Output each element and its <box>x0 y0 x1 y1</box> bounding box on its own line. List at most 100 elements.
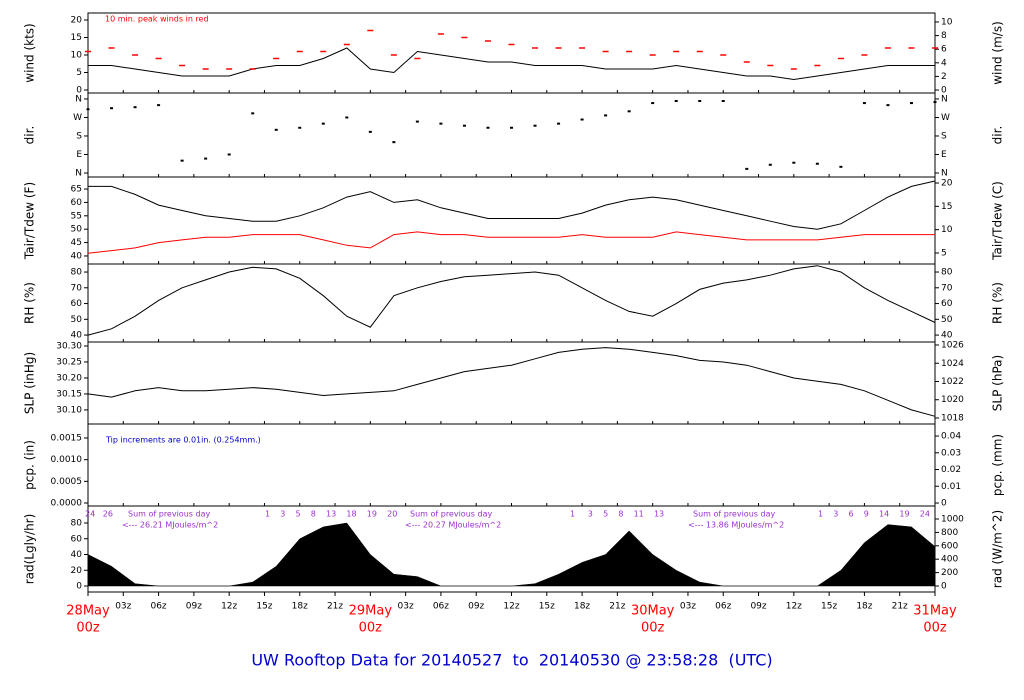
y-tick-label: 5 <box>76 68 82 78</box>
y-tick-label: 65 <box>71 185 82 195</box>
dir-dot <box>510 126 513 129</box>
dir-dot <box>298 126 302 129</box>
y-axis-label: pcp. (in) <box>23 440 37 490</box>
dir-dot <box>415 120 419 123</box>
dir-dot <box>792 161 796 164</box>
annotation: <--- 26.21 MJoules/m^2 <box>122 521 218 530</box>
y2-axis-label: rad (W/m^2) <box>991 510 1005 588</box>
y2-tick-label: 0.01 <box>941 482 961 492</box>
y-tick-label: 10 <box>71 50 83 60</box>
y2-axis-label: Tair/Tdew (C) <box>991 181 1005 261</box>
y-tick-label: E <box>76 150 82 160</box>
dir-dot <box>604 114 608 117</box>
series-line <box>87 231 935 254</box>
chart-title: UW Rooftop Data for 20140527 to 20140530… <box>251 651 772 670</box>
y-tick-label: 30.10 <box>56 405 82 415</box>
y-tick-label: 0.0010 <box>51 455 83 465</box>
annotation: Tip increments are 0.01in. (0.254mm.) <box>105 436 261 445</box>
y2-tick-label: N <box>941 94 948 104</box>
dir-dot <box>745 167 749 170</box>
y2-tick-label: 2 <box>941 72 947 82</box>
x-day-sublabel: 00z <box>923 621 947 636</box>
x-tick-label: 21z <box>892 602 908 612</box>
y-axis-label: Tair/Tdew (F) <box>23 182 37 260</box>
dir-dot <box>886 104 890 107</box>
dir-dot <box>133 106 137 109</box>
y2-tick-label: 0.04 <box>941 432 961 442</box>
y-tick-label: 20 <box>71 15 83 25</box>
dir-dot <box>933 101 937 104</box>
y2-tick-label: 200 <box>941 568 958 578</box>
x-tick-label: 15z <box>821 602 837 612</box>
dir-dot <box>651 102 655 105</box>
x-day-sublabel: 00z <box>641 621 665 636</box>
series-line <box>87 265 936 336</box>
y-tick-label: W <box>73 113 82 123</box>
y-tick-label: 80 <box>71 519 83 529</box>
y-tick-label: S <box>76 131 82 141</box>
y2-tick-label: 5 <box>941 248 947 258</box>
y-tick-label: 50 <box>71 315 83 325</box>
dir-dot <box>392 141 396 144</box>
y-tick-label: 80 <box>71 268 83 278</box>
y-tick-label: 15 <box>71 33 82 43</box>
y2-tick-label: 400 <box>941 555 958 565</box>
x-tick-label: 21z <box>609 602 625 612</box>
y-tick-label: 30.30 <box>56 341 82 351</box>
series-line <box>88 47 935 81</box>
dir-dot <box>274 128 278 131</box>
y2-tick-label: 800 <box>941 528 958 538</box>
x-day-label: 29May <box>349 604 393 619</box>
x-tick-label: 03z <box>398 602 414 612</box>
y-tick-label: 70 <box>71 283 83 293</box>
x-tick-label: 03z <box>115 602 131 612</box>
y2-tick-label: 60 <box>941 299 953 309</box>
y-tick-label: 45 <box>71 238 82 248</box>
y-tick-label: 60 <box>71 198 83 208</box>
y2-axis-label: dir. <box>991 126 1005 145</box>
dir-dot <box>227 153 231 156</box>
y-tick-label: 50 <box>71 225 83 235</box>
y-axis-label: dir. <box>23 126 37 145</box>
y-tick-label: 30.20 <box>56 373 82 383</box>
dir-dot <box>674 100 678 103</box>
x-tick-label: 03z <box>680 602 696 612</box>
dir-dot <box>368 130 372 133</box>
y-tick-label: 60 <box>71 299 83 309</box>
annotation: <--- 13.86 MJoules/m^2 <box>688 521 784 530</box>
panel-frame <box>87 505 936 593</box>
y-tick-label: 30.15 <box>56 389 82 399</box>
dir-dot <box>180 159 184 162</box>
annotation: 1 3 6 9 14 19 24 <box>818 510 930 519</box>
annotation: 1 3 5 8 11 13 <box>570 510 664 519</box>
x-tick-label: 09z <box>186 602 202 612</box>
dir-dot <box>251 112 255 115</box>
y2-axis-label: wind (m/s) <box>991 21 1005 85</box>
y2-tick-label: N <box>941 168 948 178</box>
y2-tick-label: 50 <box>941 315 953 325</box>
y2-tick-label: 1022 <box>941 377 964 387</box>
x-tick-label: 12z <box>503 602 519 612</box>
dir-dot <box>909 102 913 105</box>
y2-tick-label: 8 <box>941 31 947 41</box>
dir-dot <box>768 163 772 166</box>
dir-dot <box>462 124 466 127</box>
y2-tick-label: 4 <box>941 58 947 68</box>
dir-dot <box>698 100 702 103</box>
y2-tick-label: 1026 <box>941 341 964 351</box>
x-tick-label: 18z <box>574 602 590 612</box>
y2-tick-label: 15 <box>941 202 952 212</box>
y-tick-label: 55 <box>71 211 82 221</box>
annotation: 24 26 <box>85 510 113 519</box>
panel-frame <box>87 263 936 343</box>
dir-dot <box>321 122 325 125</box>
panel-frame <box>87 176 936 265</box>
y2-tick-label: 10 <box>941 225 953 235</box>
y-axis-label: RH (%) <box>23 282 37 324</box>
y-tick-label: 20 <box>71 566 83 576</box>
dir-dot <box>439 122 443 125</box>
x-tick-label: 06z <box>150 602 166 612</box>
y2-axis-label: SLP (hPa) <box>991 355 1005 411</box>
dir-dot <box>580 118 584 121</box>
x-day-sublabel: 00z <box>76 621 100 636</box>
